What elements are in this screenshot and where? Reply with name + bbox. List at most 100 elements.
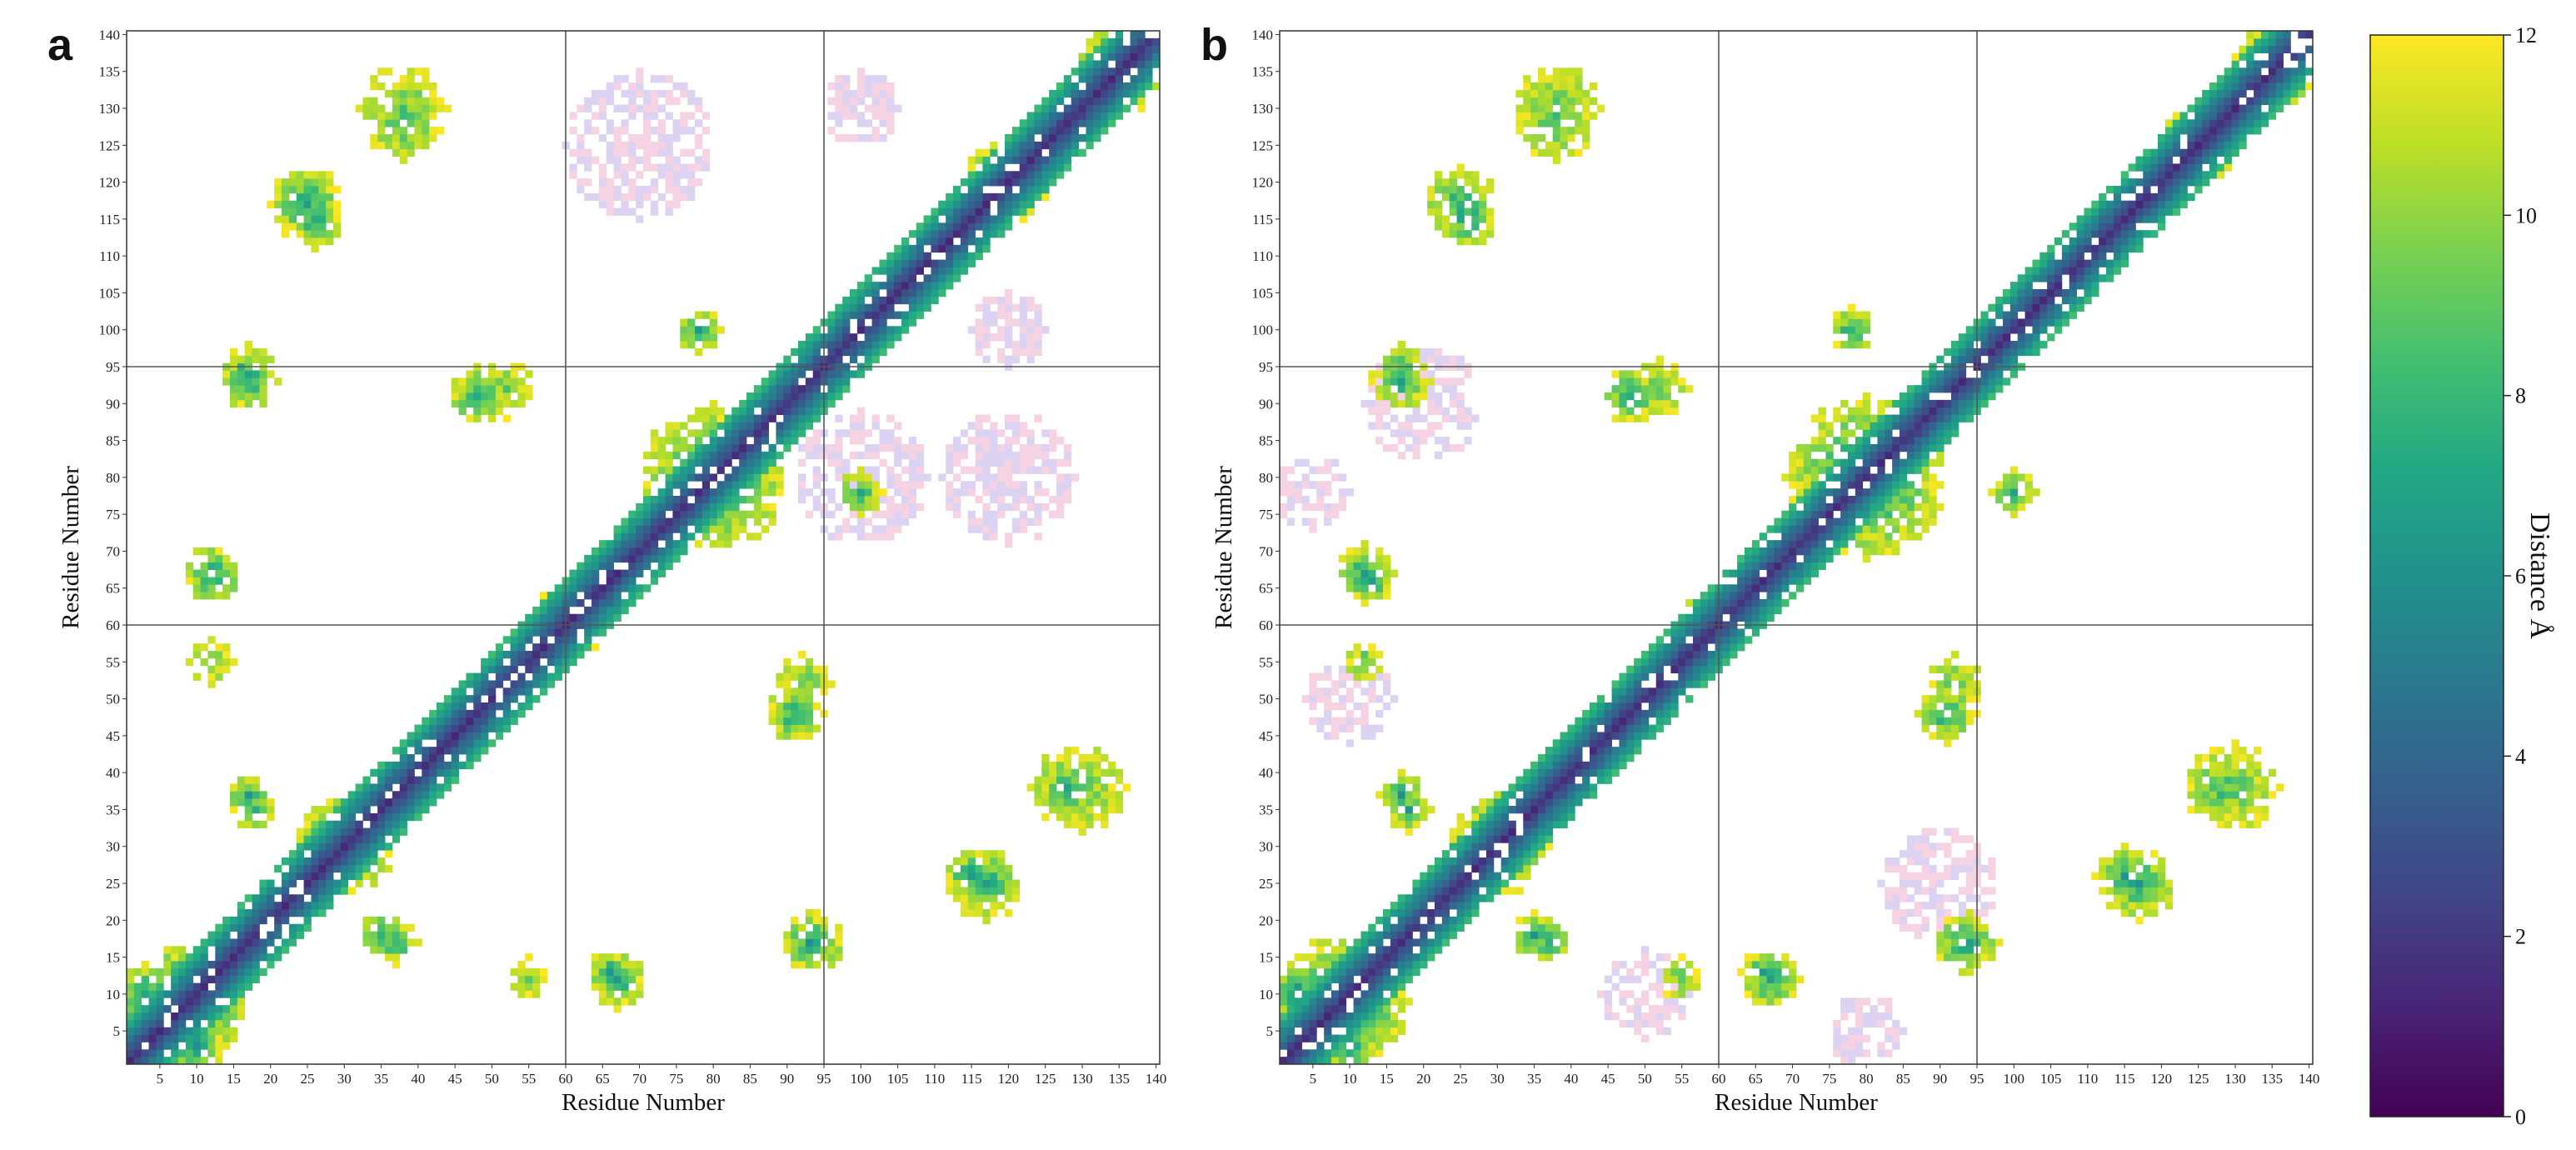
heatmap-cell <box>1101 754 1109 762</box>
heatmap-cell <box>1567 724 1575 732</box>
heatmap-cell <box>886 127 895 135</box>
heatmap-cell <box>827 333 836 342</box>
heatmap-cell <box>805 695 814 703</box>
heatmap-cell <box>724 429 732 438</box>
heatmap-cell <box>606 975 614 983</box>
heatmap-cell <box>724 502 732 512</box>
heatmap-cell <box>621 171 629 179</box>
heatmap-cell <box>953 444 961 452</box>
heatmap-cell <box>1530 916 1539 925</box>
heatmap-cell <box>547 651 556 659</box>
heatmap-cell <box>385 112 393 120</box>
heatmap-cell <box>385 923 393 932</box>
heatmap-cell <box>207 672 216 681</box>
heatmap-cell <box>156 1027 164 1035</box>
heatmap-cell <box>1041 451 1050 460</box>
heatmap-cell <box>185 968 194 977</box>
heatmap-cell <box>1619 990 1627 998</box>
heatmap-cell <box>1427 872 1435 880</box>
heatmap-cell <box>1324 665 1332 673</box>
heatmap-cell <box>288 879 297 888</box>
heatmap-cell <box>1420 392 1428 401</box>
heatmap-cell <box>547 658 556 667</box>
heatmap-cell <box>1745 975 1753 983</box>
heatmap-cell <box>798 458 806 467</box>
heatmap-cell <box>835 333 843 342</box>
heatmap-cell <box>1759 968 1767 977</box>
heatmap-cell <box>621 525 629 533</box>
heatmap-cell <box>1435 355 1443 363</box>
heatmap-cell <box>871 303 880 312</box>
heatmap-cell <box>636 592 644 600</box>
heatmap-cell <box>1078 148 1086 157</box>
heatmap-cell <box>215 982 223 991</box>
heatmap-cell <box>488 717 497 725</box>
heatmap-cell <box>385 119 393 128</box>
heatmap-cell <box>842 466 851 474</box>
heatmap-cell <box>1086 97 1094 105</box>
heatmap-cell <box>1759 599 1767 608</box>
heatmap-cell <box>259 968 267 977</box>
heatmap-cell <box>827 348 836 357</box>
heatmap-cell <box>1619 732 1627 740</box>
heatmap-cell <box>1390 569 1399 578</box>
heatmap-cell <box>1648 695 1657 703</box>
heatmap-cell <box>1449 923 1457 932</box>
heatmap-cell <box>1093 60 1101 68</box>
heatmap-cell <box>982 230 991 238</box>
heatmap-cell <box>805 717 814 725</box>
heatmap-cell <box>1479 798 1487 807</box>
heatmap-cell <box>613 577 622 585</box>
heatmap-cell <box>1648 370 1657 378</box>
heatmap-cell <box>133 1019 142 1028</box>
heatmap-cell <box>311 909 319 918</box>
heatmap-cell <box>502 414 511 422</box>
x-tick-label: 25 <box>301 1071 315 1087</box>
heatmap-cell <box>1049 776 1057 784</box>
heatmap-cell <box>1655 990 1664 998</box>
heatmap-cell <box>1818 510 1826 518</box>
heatmap-cell <box>1641 709 1650 718</box>
heatmap-cell <box>1005 333 1013 342</box>
heatmap-cell <box>1375 577 1384 585</box>
heatmap-cell <box>399 104 407 112</box>
heatmap-cell <box>495 407 504 415</box>
heatmap-cell <box>665 178 673 187</box>
heatmap-cell <box>1026 341 1035 349</box>
heatmap-cell <box>244 931 252 939</box>
heatmap-cell <box>377 768 386 777</box>
heatmap-cell <box>1634 702 1642 711</box>
heatmap-cell <box>650 525 659 533</box>
heatmap-cell <box>584 97 592 105</box>
heatmap-cell <box>1626 709 1635 718</box>
heatmap-cell <box>1375 931 1384 939</box>
heatmap-cell <box>1810 554 1819 563</box>
heatmap-cell <box>657 148 666 157</box>
heatmap-cell <box>938 244 946 253</box>
heatmap-cell <box>1360 540 1369 548</box>
heatmap-cell <box>1626 990 1635 998</box>
heatmap-cell <box>1441 909 1450 918</box>
heatmap-cell <box>569 651 577 659</box>
heatmap-cell <box>141 961 149 969</box>
heatmap-cell <box>1596 747 1605 755</box>
heatmap-cell <box>1803 532 1812 541</box>
heatmap-cell <box>827 355 836 363</box>
heatmap-cell <box>1130 38 1138 47</box>
heatmap-cell <box>1345 975 1354 983</box>
heatmap-cell <box>303 842 312 851</box>
heatmap-cell <box>1634 724 1642 732</box>
heatmap-cell <box>864 488 872 497</box>
heatmap-cell <box>1026 208 1035 216</box>
heatmap-cell <box>1545 798 1554 807</box>
heatmap-cell <box>347 828 356 836</box>
heatmap-cell <box>1745 584 1753 592</box>
heatmap-cell <box>510 370 518 378</box>
heatmap-cell <box>628 141 637 150</box>
heatmap-cell <box>1026 296 1035 305</box>
heatmap-cell <box>1412 783 1420 792</box>
heatmap-cell <box>1101 791 1109 799</box>
heatmap-cell <box>1560 732 1568 740</box>
heatmap-cell <box>1796 584 1805 592</box>
heatmap-cell <box>1479 192 1487 202</box>
